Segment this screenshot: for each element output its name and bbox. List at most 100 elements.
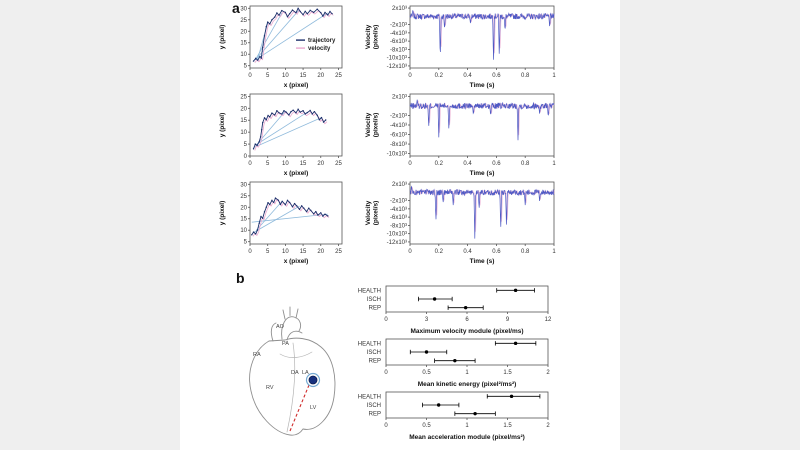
svg-text:2: 2 bbox=[546, 423, 550, 429]
svg-text:-12x10³: -12x10³ bbox=[387, 240, 407, 246]
svg-text:-12x10³: -12x10³ bbox=[387, 64, 407, 70]
svg-text:0.5: 0.5 bbox=[422, 423, 431, 429]
svg-text:ISCH: ISCH bbox=[367, 403, 381, 409]
svg-text:0: 0 bbox=[248, 249, 252, 255]
svg-text:0: 0 bbox=[248, 73, 252, 79]
svg-text:1: 1 bbox=[552, 249, 556, 255]
svg-text:0: 0 bbox=[384, 317, 388, 323]
svg-text:0.2: 0.2 bbox=[435, 161, 444, 167]
svg-text:15: 15 bbox=[300, 73, 307, 79]
svg-text:Mean kinetic energy (pixel²/ms: Mean kinetic energy (pixel²/ms²) bbox=[418, 381, 517, 388]
svg-text:0.6: 0.6 bbox=[492, 161, 501, 167]
aorta-branch-3 bbox=[295, 308, 299, 319]
svg-text:0.2: 0.2 bbox=[435, 249, 444, 255]
svg-text:10: 10 bbox=[240, 228, 247, 234]
svg-text:2x10³: 2x10³ bbox=[392, 182, 407, 188]
label-da: DA bbox=[291, 370, 299, 376]
svg-text:REP: REP bbox=[369, 306, 381, 312]
svg-text:5: 5 bbox=[244, 240, 248, 246]
scan-line bbox=[289, 384, 310, 432]
svg-text:y (pixel): y (pixel) bbox=[219, 25, 226, 50]
svg-text:0: 0 bbox=[408, 249, 412, 255]
vena-cava-outline bbox=[270, 322, 277, 342]
svg-text:-6x10³: -6x10³ bbox=[390, 133, 407, 139]
label-la: LA bbox=[302, 370, 309, 376]
svg-text:20: 20 bbox=[317, 249, 324, 255]
svg-text:1: 1 bbox=[465, 423, 469, 429]
svg-text:15: 15 bbox=[300, 161, 307, 167]
svg-text:HEALTH: HEALTH bbox=[358, 394, 381, 400]
svg-text:0: 0 bbox=[408, 161, 412, 167]
svg-text:0: 0 bbox=[384, 423, 388, 429]
tracking-ring bbox=[305, 372, 321, 388]
svg-text:-4x10³: -4x10³ bbox=[390, 31, 407, 37]
svg-text:25: 25 bbox=[240, 194, 247, 200]
velocity-plot-2: 0 0.2 0.4 0.6 0.8 1 2x10³ -2x10³ -4x10³ -6x10³ -8x… bbox=[365, 93, 556, 177]
label-ra: RA bbox=[253, 352, 261, 358]
trajectory-plot-2: 0 5 10 15 20 25 0 5 10 15 20 25 x (pixel) y (pixel) bbox=[219, 93, 342, 177]
svg-text:9: 9 bbox=[506, 317, 510, 323]
svg-text:5: 5 bbox=[266, 249, 270, 255]
svg-text:-6x10³: -6x10³ bbox=[390, 215, 407, 221]
svg-text:Mean acceleration module (pixe: Mean acceleration module (pixel/ms²) bbox=[409, 434, 525, 441]
velocity-plot-3: 0 0.2 0.4 0.6 0.8 1 2x10³ -2x10³ -4x10³ -6x10³ -8x… bbox=[365, 181, 556, 265]
svg-text:trajectory: trajectory bbox=[308, 38, 336, 44]
svg-text:0: 0 bbox=[384, 370, 388, 376]
svg-text:0: 0 bbox=[244, 154, 248, 160]
svg-text:5: 5 bbox=[244, 64, 248, 70]
figure-area: a 0 5 10 15 20 25 5 10 15 20 25 30 x (pixel) y (pixel… bbox=[180, 0, 620, 450]
svg-text:25: 25 bbox=[240, 94, 247, 100]
svg-text:15: 15 bbox=[240, 118, 247, 124]
atrial-line bbox=[279, 351, 313, 358]
svg-text:Time (s): Time (s) bbox=[470, 258, 495, 265]
panel-b-label: b bbox=[236, 270, 245, 286]
svg-text:1.5: 1.5 bbox=[503, 423, 512, 429]
svg-text:0.5: 0.5 bbox=[422, 370, 431, 376]
svg-text:2: 2 bbox=[546, 370, 550, 376]
svg-text:HEALTH: HEALTH bbox=[358, 288, 381, 294]
svg-text:-2x10³: -2x10³ bbox=[390, 199, 407, 205]
svg-text:25: 25 bbox=[335, 73, 342, 79]
svg-text:Velocity: Velocity bbox=[365, 200, 372, 225]
svg-text:y (pixel): y (pixel) bbox=[219, 201, 226, 226]
svg-text:0.8: 0.8 bbox=[521, 249, 530, 255]
svg-text:1.5: 1.5 bbox=[503, 370, 512, 376]
svg-text:15: 15 bbox=[300, 249, 307, 255]
forest-plot-max-velocity: 0 3 6 9 12 Maximum velocity module (pixel/ms)… bbox=[358, 285, 552, 335]
svg-text:1: 1 bbox=[552, 73, 556, 79]
svg-text:x (pixel): x (pixel) bbox=[284, 258, 309, 265]
heart-diagram: AO PA RA RV DA LA LV bbox=[249, 306, 336, 436]
svg-text:0: 0 bbox=[248, 161, 252, 167]
svg-text:20: 20 bbox=[240, 205, 247, 211]
label-pa: PA bbox=[282, 341, 289, 347]
svg-text:-2x10³: -2x10³ bbox=[390, 23, 407, 29]
svg-text:20: 20 bbox=[317, 73, 324, 79]
svg-text:0.4: 0.4 bbox=[463, 161, 472, 167]
svg-text:5: 5 bbox=[244, 142, 248, 148]
svg-text:REP: REP bbox=[369, 359, 381, 365]
svg-text:0.8: 0.8 bbox=[521, 73, 530, 79]
label-ao: AO bbox=[276, 324, 285, 330]
svg-text:-8x10³: -8x10³ bbox=[390, 142, 407, 148]
aorta-branch-1 bbox=[282, 309, 286, 320]
svg-text:-8x10³: -8x10³ bbox=[390, 223, 407, 229]
svg-text:(pixel/s): (pixel/s) bbox=[373, 25, 380, 50]
svg-text:velocity: velocity bbox=[308, 46, 331, 52]
svg-text:10: 10 bbox=[282, 249, 289, 255]
svg-text:Maximum velocity module (pixel: Maximum velocity module (pixel/ms) bbox=[410, 328, 523, 335]
svg-text:10: 10 bbox=[282, 73, 289, 79]
svg-text:2x10³: 2x10³ bbox=[392, 94, 407, 100]
heart-outline bbox=[249, 306, 336, 436]
svg-text:5: 5 bbox=[266, 161, 270, 167]
svg-text:-8x10³: -8x10³ bbox=[390, 47, 407, 53]
svg-text:10: 10 bbox=[240, 130, 247, 136]
svg-text:Velocity: Velocity bbox=[365, 112, 372, 137]
panel-a-label: a bbox=[232, 0, 240, 16]
svg-text:-10x10³: -10x10³ bbox=[387, 152, 407, 158]
svg-text:15: 15 bbox=[240, 217, 247, 223]
svg-text:20: 20 bbox=[317, 161, 324, 167]
svg-text:REP: REP bbox=[369, 412, 381, 418]
label-lv: LV bbox=[310, 405, 317, 411]
